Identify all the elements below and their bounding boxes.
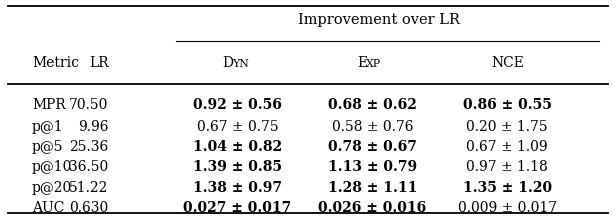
Text: 0.026 ± 0.016: 0.026 ± 0.016	[318, 201, 426, 215]
Text: 51.22: 51.22	[70, 181, 108, 195]
Text: D: D	[222, 56, 233, 70]
Text: 0.58 ± 0.76: 0.58 ± 0.76	[331, 120, 413, 134]
Text: p@1: p@1	[32, 120, 63, 134]
Text: 1.28 ± 1.11: 1.28 ± 1.11	[328, 181, 417, 195]
Text: Improvement over LR: Improvement over LR	[298, 13, 460, 27]
Text: p@5: p@5	[32, 140, 63, 154]
Text: XP: XP	[367, 59, 381, 68]
Text: NCE: NCE	[491, 56, 524, 70]
Text: 0.20 ± 1.75: 0.20 ± 1.75	[466, 120, 548, 134]
Text: YN: YN	[232, 59, 249, 68]
Text: 36.50: 36.50	[70, 160, 108, 175]
Text: 0.630: 0.630	[70, 201, 108, 215]
Text: 25.36: 25.36	[70, 140, 108, 154]
Text: p@10: p@10	[32, 160, 73, 175]
Text: 1.13 ± 0.79: 1.13 ± 0.79	[328, 160, 417, 175]
Text: 0.67 ± 0.75: 0.67 ± 0.75	[197, 120, 278, 134]
Text: 0.97 ± 1.18: 0.97 ± 1.18	[466, 160, 548, 175]
Text: 0.86 ± 0.55: 0.86 ± 0.55	[463, 98, 552, 112]
Text: 70.50: 70.50	[70, 98, 108, 112]
Text: Metric: Metric	[32, 56, 79, 70]
Text: E: E	[357, 56, 367, 70]
Text: 1.04 ± 0.82: 1.04 ± 0.82	[193, 140, 282, 154]
Text: 0.009 ± 0.017: 0.009 ± 0.017	[458, 201, 557, 215]
Text: 0.67 ± 1.09: 0.67 ± 1.09	[466, 140, 548, 154]
Text: 0.92 ± 0.56: 0.92 ± 0.56	[193, 98, 282, 112]
Text: AUC: AUC	[32, 201, 65, 215]
Text: 0.027 ± 0.017: 0.027 ± 0.017	[184, 201, 291, 215]
Text: LR: LR	[89, 56, 108, 70]
Text: 1.38 ± 0.97: 1.38 ± 0.97	[193, 181, 282, 195]
Text: p@20: p@20	[32, 181, 72, 195]
Text: 1.39 ± 0.85: 1.39 ± 0.85	[193, 160, 282, 175]
Text: 0.78 ± 0.67: 0.78 ± 0.67	[328, 140, 417, 154]
Text: MPR: MPR	[32, 98, 66, 112]
Text: 1.35 ± 1.20: 1.35 ± 1.20	[463, 181, 552, 195]
Text: 0.68 ± 0.62: 0.68 ± 0.62	[328, 98, 417, 112]
Text: 9.96: 9.96	[78, 120, 108, 134]
